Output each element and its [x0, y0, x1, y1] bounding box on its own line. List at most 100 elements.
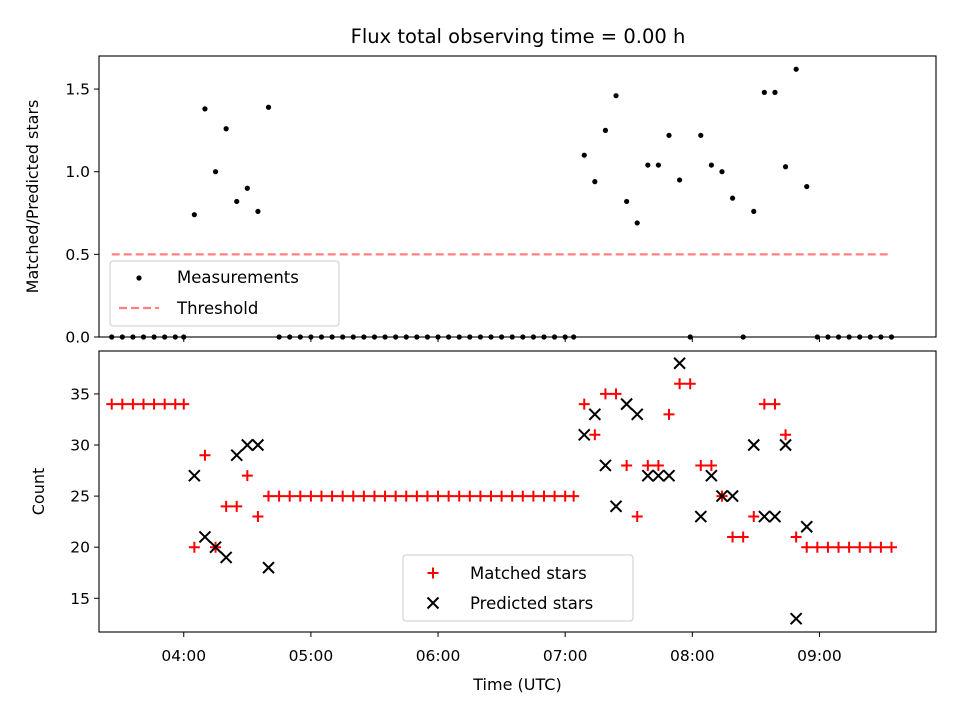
predicted-star-point	[198, 530, 212, 544]
matched-star-point	[148, 398, 160, 410]
measurement-point	[698, 132, 704, 138]
bottom-legend: Matched stars Predicted stars	[402, 554, 634, 622]
bottom-x-tick-label: 06:00	[416, 647, 461, 665]
matched-star-point	[758, 398, 770, 410]
bottom-y-tick-label: 25	[70, 488, 90, 506]
predicted-star-point	[588, 408, 602, 421]
matched-star-point	[854, 541, 866, 553]
top-plot-frame	[98, 55, 937, 338]
matched-star-point	[663, 408, 675, 420]
matched-star-point	[506, 490, 518, 502]
measurement-point	[804, 183, 810, 190]
measurement-point	[624, 198, 630, 205]
matched-star-point	[886, 541, 898, 553]
matched-star-point	[188, 541, 200, 553]
measurement-point	[729, 195, 736, 201]
matched-star-point	[843, 541, 855, 553]
top-y-axis-label: Matched/Predicted stars	[23, 100, 42, 294]
measurement-point	[234, 198, 240, 205]
legend-matched-label: Matched stars	[470, 564, 587, 583]
matched-star-point	[599, 388, 611, 400]
predicted-star-point	[578, 428, 591, 441]
matched-star-point	[199, 449, 211, 461]
matched-star-point	[674, 378, 686, 390]
matched-star-point	[220, 500, 232, 512]
measurement-point	[202, 106, 208, 112]
predicted-star-point	[209, 540, 222, 554]
predicted-star-point	[652, 469, 665, 482]
predicted-star-point	[662, 469, 676, 482]
bottom-x-tick-label: 05:00	[289, 647, 334, 665]
legend-matched-marker	[427, 567, 439, 579]
measurement-point	[645, 162, 651, 168]
matched-star-point	[517, 490, 529, 502]
matched-star-point	[790, 531, 802, 543]
bottom-x-tick-label: 07:00	[543, 647, 588, 665]
predicted-star-point	[641, 469, 655, 482]
top-y-tick-label: 1.5	[65, 81, 90, 99]
matched-star-point	[801, 541, 813, 553]
predicted-star-point	[673, 357, 686, 370]
bottom-y-axis-label: Count	[29, 468, 48, 516]
predicted-star-point	[262, 561, 275, 574]
predicted-star-point	[758, 510, 771, 523]
matched-star-point	[695, 459, 707, 471]
predicted-star-point	[219, 551, 233, 564]
predicted-star-point	[768, 510, 782, 523]
matched-star-point	[453, 490, 465, 502]
matched-star-point	[116, 398, 128, 410]
predicted-star-point	[241, 438, 254, 452]
matched-star-point	[811, 541, 823, 553]
bottom-x-axis-label: Time (UTC)	[472, 675, 561, 694]
bottom-x-tick-label: 09:00	[797, 647, 842, 665]
predicted-star-point	[188, 469, 201, 482]
top-y-tick-label: 0.0	[65, 329, 90, 347]
bottom-x-tick-label: 08:00	[670, 647, 715, 665]
measurement-point	[751, 208, 757, 214]
predicted-star-point	[609, 500, 623, 513]
matched-star-point	[368, 490, 380, 502]
matched-star-point	[705, 459, 717, 471]
predicted-star-point	[747, 438, 760, 452]
matched-star-point	[411, 490, 423, 502]
matched-star-point	[137, 398, 149, 410]
bottom-y-tick-label: 15	[70, 590, 90, 608]
measurement-point	[265, 104, 272, 110]
matched-star-point	[432, 490, 444, 502]
measurement-point	[581, 152, 587, 158]
matched-star-point	[390, 490, 402, 502]
matched-star-point	[727, 531, 739, 543]
measurement-point	[592, 179, 598, 185]
measurement-point	[244, 185, 250, 191]
matched-star-point	[284, 490, 296, 502]
measurement-point	[666, 132, 672, 138]
legend-measurements-label: Measurements	[177, 268, 299, 287]
matched-star-point	[127, 398, 139, 410]
measurement-point	[212, 169, 219, 175]
measurement-point	[772, 89, 778, 95]
matched-star-point	[822, 541, 834, 553]
legend-predicted-marker	[426, 596, 440, 610]
matched-star-point	[684, 378, 696, 390]
matched-star-point	[379, 490, 391, 502]
matched-star-point	[527, 490, 539, 502]
matched-star-point	[464, 490, 476, 502]
matched-star-point	[496, 490, 508, 502]
measurement-point	[761, 89, 767, 95]
matched-star-point	[305, 490, 317, 502]
measurement-point	[793, 66, 799, 72]
predicted-star-point	[705, 469, 718, 482]
matched-star-point	[400, 490, 412, 502]
matched-star-point	[833, 541, 845, 553]
matched-star-point	[610, 388, 622, 400]
bottom-y-tick-label: 30	[70, 437, 90, 455]
bottom-x-tick-label: 04:00	[161, 647, 206, 665]
measurement-point	[223, 126, 229, 132]
bottom-y-tick-label: 35	[70, 385, 90, 403]
measurement-point	[613, 93, 619, 99]
matched-star-point	[315, 490, 327, 502]
legend-threshold-label: Threshold	[176, 299, 258, 318]
matched-star-point	[252, 511, 264, 523]
